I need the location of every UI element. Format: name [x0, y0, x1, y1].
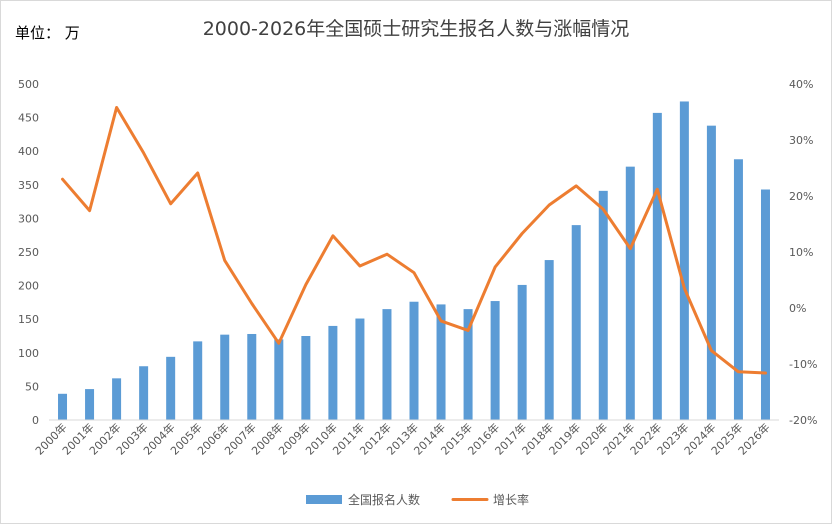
bar [328, 325, 338, 420]
right-axis-tick-label: -10% [789, 358, 817, 371]
bar [166, 356, 176, 420]
right-axis-tick-label: 40% [789, 78, 813, 91]
right-axis-tick-label: 30% [789, 134, 813, 147]
bar [220, 334, 230, 420]
unit-label: 单位： 万 [15, 24, 80, 42]
bar [571, 225, 581, 420]
legend-label-line: 增长率 [493, 492, 529, 507]
left-axis-tick-label: 50 [25, 380, 39, 393]
left-axis-tick-label: 100 [18, 347, 39, 360]
left-axis-tick-label: 0 [32, 414, 39, 427]
left-axis: 0 50 100 150 200 250 300 350 400 450 500 [18, 78, 39, 427]
bar [625, 166, 635, 420]
growth-rate-line [61, 106, 767, 375]
bar [112, 378, 122, 420]
bar [409, 301, 419, 420]
left-axis-tick-label: 300 [18, 212, 39, 225]
bar [139, 366, 149, 420]
left-axis-tick-label: 500 [18, 78, 39, 91]
legend: 全国报名人数 增长率 [306, 492, 529, 507]
bar [706, 125, 716, 420]
bar [58, 393, 68, 420]
right-axis-tick-label: 10% [789, 246, 813, 259]
left-axis-tick-label: 450 [18, 112, 39, 125]
chart-title: 2000-2026年全国硕士研究生报名人数与涨幅情况 [202, 18, 630, 40]
right-axis-tick-label: 0% [789, 302, 806, 315]
bar [463, 309, 473, 420]
left-axis-tick-label: 150 [18, 313, 39, 326]
left-axis-tick-label: 400 [18, 145, 39, 158]
left-axis-tick-label: 250 [18, 246, 39, 259]
bar [598, 190, 608, 420]
legend-label-bar: 全国报名人数 [348, 492, 420, 507]
bar [247, 333, 257, 420]
bar [193, 341, 203, 420]
legend-swatch-bar [306, 495, 342, 504]
right-axis-tick-label: -20% [789, 414, 817, 427]
bar [301, 336, 311, 420]
bar [733, 159, 743, 420]
bar [274, 339, 284, 420]
x-axis: 2000年2001年2002年2003年2004年2005年2006年2007年… [32, 419, 779, 458]
left-axis-tick-label: 350 [18, 179, 39, 192]
right-axis: -20% -10% 0% 10% 20% 30% 40% [789, 78, 817, 427]
bar [382, 309, 392, 420]
left-axis-tick-label: 200 [18, 280, 39, 293]
line-series [61, 106, 767, 375]
bar [85, 389, 95, 420]
bar [760, 189, 770, 420]
right-axis-tick-label: 20% [789, 190, 813, 203]
bar [490, 301, 500, 420]
bar [544, 260, 554, 420]
bar [517, 284, 527, 420]
bar [679, 101, 689, 421]
bar [355, 318, 365, 420]
bar [436, 304, 446, 420]
bar-series [58, 101, 770, 421]
bar [652, 112, 662, 421]
